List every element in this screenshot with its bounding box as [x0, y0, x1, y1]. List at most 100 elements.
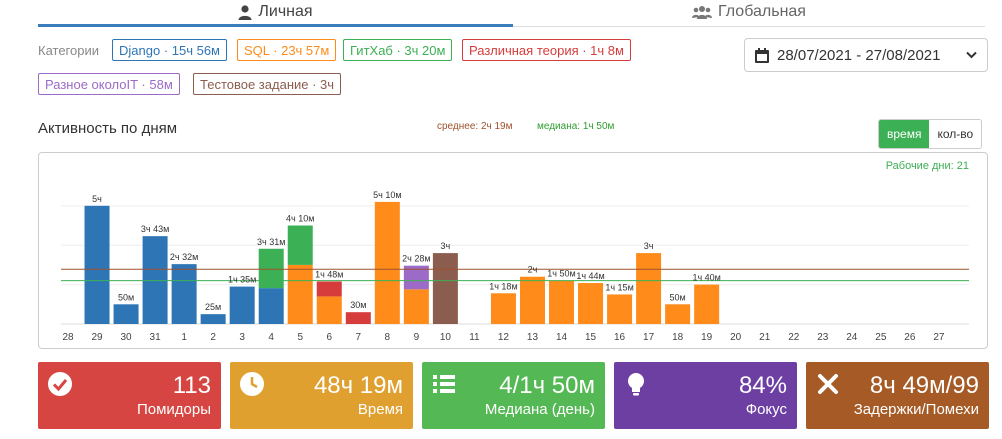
- bar-value-label: 1ч 18м: [489, 281, 517, 291]
- category-theory[interactable]: Различная теория · 1ч 8м: [462, 39, 631, 61]
- bar-segment[interactable]: [432, 253, 458, 324]
- bar-segment[interactable]: [84, 205, 110, 324]
- bar-value-label: 4ч 10м: [286, 214, 314, 224]
- check-circle-icon: [48, 372, 72, 396]
- bar-segment[interactable]: [200, 314, 226, 324]
- bar-segment[interactable]: [287, 225, 313, 265]
- x-tick-label: 19: [701, 332, 713, 343]
- date-range-value: 28/07/2021 - 27/08/2021: [777, 46, 941, 64]
- bar-segment[interactable]: [519, 276, 545, 324]
- x-tick-label: 17: [643, 332, 655, 343]
- bar-value-label: 1ч 15м: [605, 282, 633, 292]
- bar-value-label: 1ч 35м: [228, 275, 256, 285]
- card-delays-value: 8ч 49м/99: [869, 372, 979, 399]
- bar-value-label: 3ч 43м: [141, 224, 169, 234]
- x-tick-label: 14: [556, 332, 568, 343]
- x-tick-label: 13: [527, 332, 539, 343]
- x-tick-label: 28: [62, 332, 74, 343]
- bar-value-label: 50м: [670, 292, 686, 302]
- toggle-time[interactable]: время: [879, 120, 930, 148]
- x-tick-label: 12: [498, 332, 510, 343]
- x-tick-label: 1: [181, 332, 187, 343]
- bar-segment[interactable]: [258, 248, 284, 289]
- bar-value-label: 1ч 40м: [692, 273, 720, 283]
- x-tick-label: 7: [356, 332, 362, 343]
- x-tick-label: 3: [239, 332, 245, 343]
- x-tick-label: 15: [585, 332, 597, 343]
- list-icon: [433, 375, 455, 393]
- x-tick-label: 27: [933, 332, 945, 343]
- card-median-label: Медиана (день): [484, 401, 595, 418]
- calendar-icon: [755, 47, 769, 63]
- bar-segment[interactable]: [229, 286, 255, 324]
- view-tabs: Личная Глобальная: [38, 0, 985, 27]
- active-tab-indicator: [38, 24, 513, 27]
- bar-segment[interactable]: [374, 201, 400, 324]
- card-pomodoros-value: 113: [172, 372, 211, 399]
- bar-value-label: 1ч 48м: [315, 269, 343, 279]
- bar-segment[interactable]: [403, 265, 429, 290]
- bar-segment[interactable]: [694, 284, 720, 324]
- category-sql[interactable]: SQL · 23ч 57м: [237, 39, 337, 61]
- user-icon: [238, 4, 252, 20]
- x-tick-label: 31: [150, 332, 162, 343]
- x-tick-label: 11: [469, 332, 480, 343]
- bar-segment[interactable]: [345, 312, 371, 324]
- category-github[interactable]: ГитХаб · 3ч 20м: [343, 39, 453, 61]
- bar-segment[interactable]: [403, 289, 429, 324]
- bar-segment[interactable]: [316, 281, 342, 297]
- card-time-label: Время: [357, 401, 403, 418]
- bar-segment[interactable]: [258, 288, 284, 324]
- bar-value-label: 1ч 44м: [576, 271, 604, 281]
- chevron-down-icon: [966, 51, 977, 59]
- toggle-count[interactable]: кол-во: [929, 120, 982, 148]
- card-time: 48ч 19м Время: [230, 362, 413, 429]
- tab-global[interactable]: Глобальная: [513, 0, 985, 24]
- metric-toggle: время кол-во: [878, 119, 983, 149]
- x-tick-label: 8: [385, 332, 391, 343]
- x-tick-label: 21: [759, 332, 771, 343]
- bar-segment[interactable]: [665, 304, 691, 324]
- bar-segment[interactable]: [636, 253, 662, 324]
- tab-personal[interactable]: Личная: [38, 0, 513, 24]
- x-tick-label: 10: [440, 332, 452, 343]
- category-test-task[interactable]: Тестовое задание · 3ч: [193, 73, 342, 95]
- bar-segment[interactable]: [316, 296, 342, 324]
- card-delays-label: Задержки/Помехи: [853, 401, 979, 418]
- x-tick-label: 24: [846, 332, 858, 343]
- bar-value-label: 30м: [350, 300, 366, 310]
- bar-segment[interactable]: [113, 304, 139, 324]
- tab-divider: [513, 26, 985, 27]
- bar-value-label: 3ч: [644, 241, 654, 251]
- card-time-value: 48ч 19м: [313, 372, 403, 399]
- tab-personal-label: Личная: [258, 3, 313, 20]
- bar-segment[interactable]: [549, 280, 575, 324]
- median-stat: медиана: 1ч 50м: [537, 121, 615, 132]
- x-tick-label: 6: [326, 332, 332, 343]
- bar-value-label: 50м: [118, 292, 134, 302]
- bar-value-label: 25м: [205, 302, 221, 312]
- bar-segment[interactable]: [171, 264, 197, 324]
- bar-value-label: 1ч 50м: [547, 269, 575, 279]
- x-tick-label: 18: [672, 332, 684, 343]
- x-tick-label: 29: [91, 332, 103, 343]
- lightbulb-icon: [628, 373, 644, 396]
- bar-value-label: 2ч: [528, 265, 538, 275]
- bar-segment[interactable]: [490, 293, 516, 324]
- card-median: 4/1ч 50м Медиана (день): [422, 362, 605, 429]
- card-median-value: 4/1ч 50м: [499, 372, 595, 399]
- bar-value-label: 3ч 31м: [257, 237, 285, 247]
- activity-chart: 5ч 50м 3ч 43м 2ч 32м 25м 1ч 35м 3ч 31м 4ч 10м 1ч…: [38, 152, 988, 349]
- category-misc-it[interactable]: Разное околоIT · 58м: [38, 73, 180, 95]
- bar-segment[interactable]: [287, 264, 313, 324]
- average-stat: среднее: 2ч 19м: [437, 121, 513, 132]
- bar-value-label: 5ч 10м: [373, 190, 401, 200]
- category-django[interactable]: Django · 15ч 56м: [112, 39, 227, 61]
- bar-segment[interactable]: [607, 294, 633, 324]
- card-pomodoros-label: Помидоры: [136, 401, 211, 418]
- bar-segment[interactable]: [142, 236, 168, 324]
- bar-segment[interactable]: [578, 283, 604, 324]
- x-tick-label: 26: [904, 332, 916, 343]
- activity-chart-svg: 5ч 50м 3ч 43м 2ч 32м 25м 1ч 35м 3ч 31м 4ч 10м 1ч…: [61, 160, 969, 343]
- date-range-picker[interactable]: 28/07/2021 - 27/08/2021: [744, 38, 988, 72]
